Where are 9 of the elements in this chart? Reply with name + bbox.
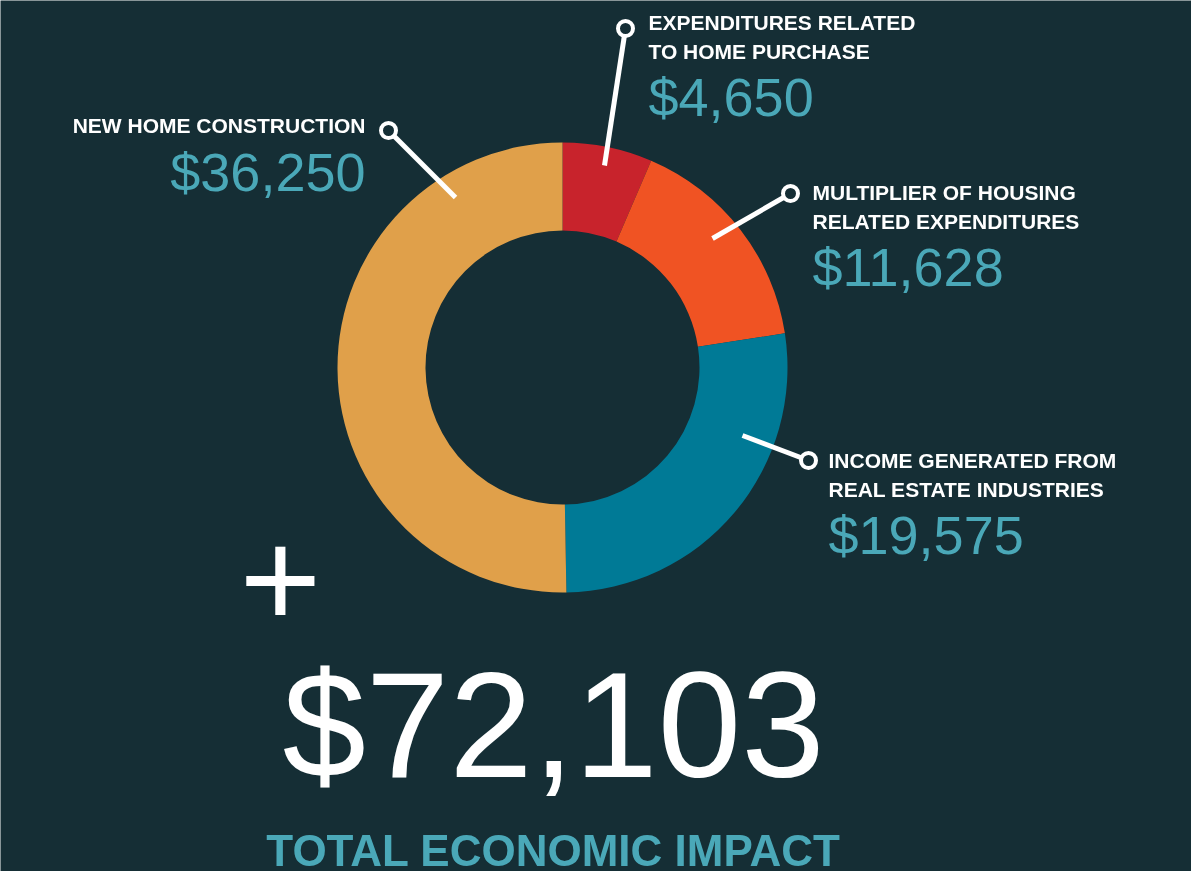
slice-label: INCOME GENERATED FROM REAL ESTATE INDUSTRIES xyxy=(828,448,1117,502)
data-label: $36,250 xyxy=(170,141,366,202)
slice-label: MULTIPLIER OF HOUSING RELATED EXPENDITURES xyxy=(812,180,1080,234)
data-label: $11,628 xyxy=(812,236,1004,297)
slice-label: NEW HOME CONSTRUCTION xyxy=(72,113,366,137)
slice-label: EXPENDITURES RELATED TO HOME PURCHASE xyxy=(648,10,916,64)
data-label: $4,650 xyxy=(648,66,814,127)
text: TOTAL ECONOMIC IMPACT xyxy=(266,825,841,871)
data-label: $19,575 xyxy=(828,504,1024,565)
